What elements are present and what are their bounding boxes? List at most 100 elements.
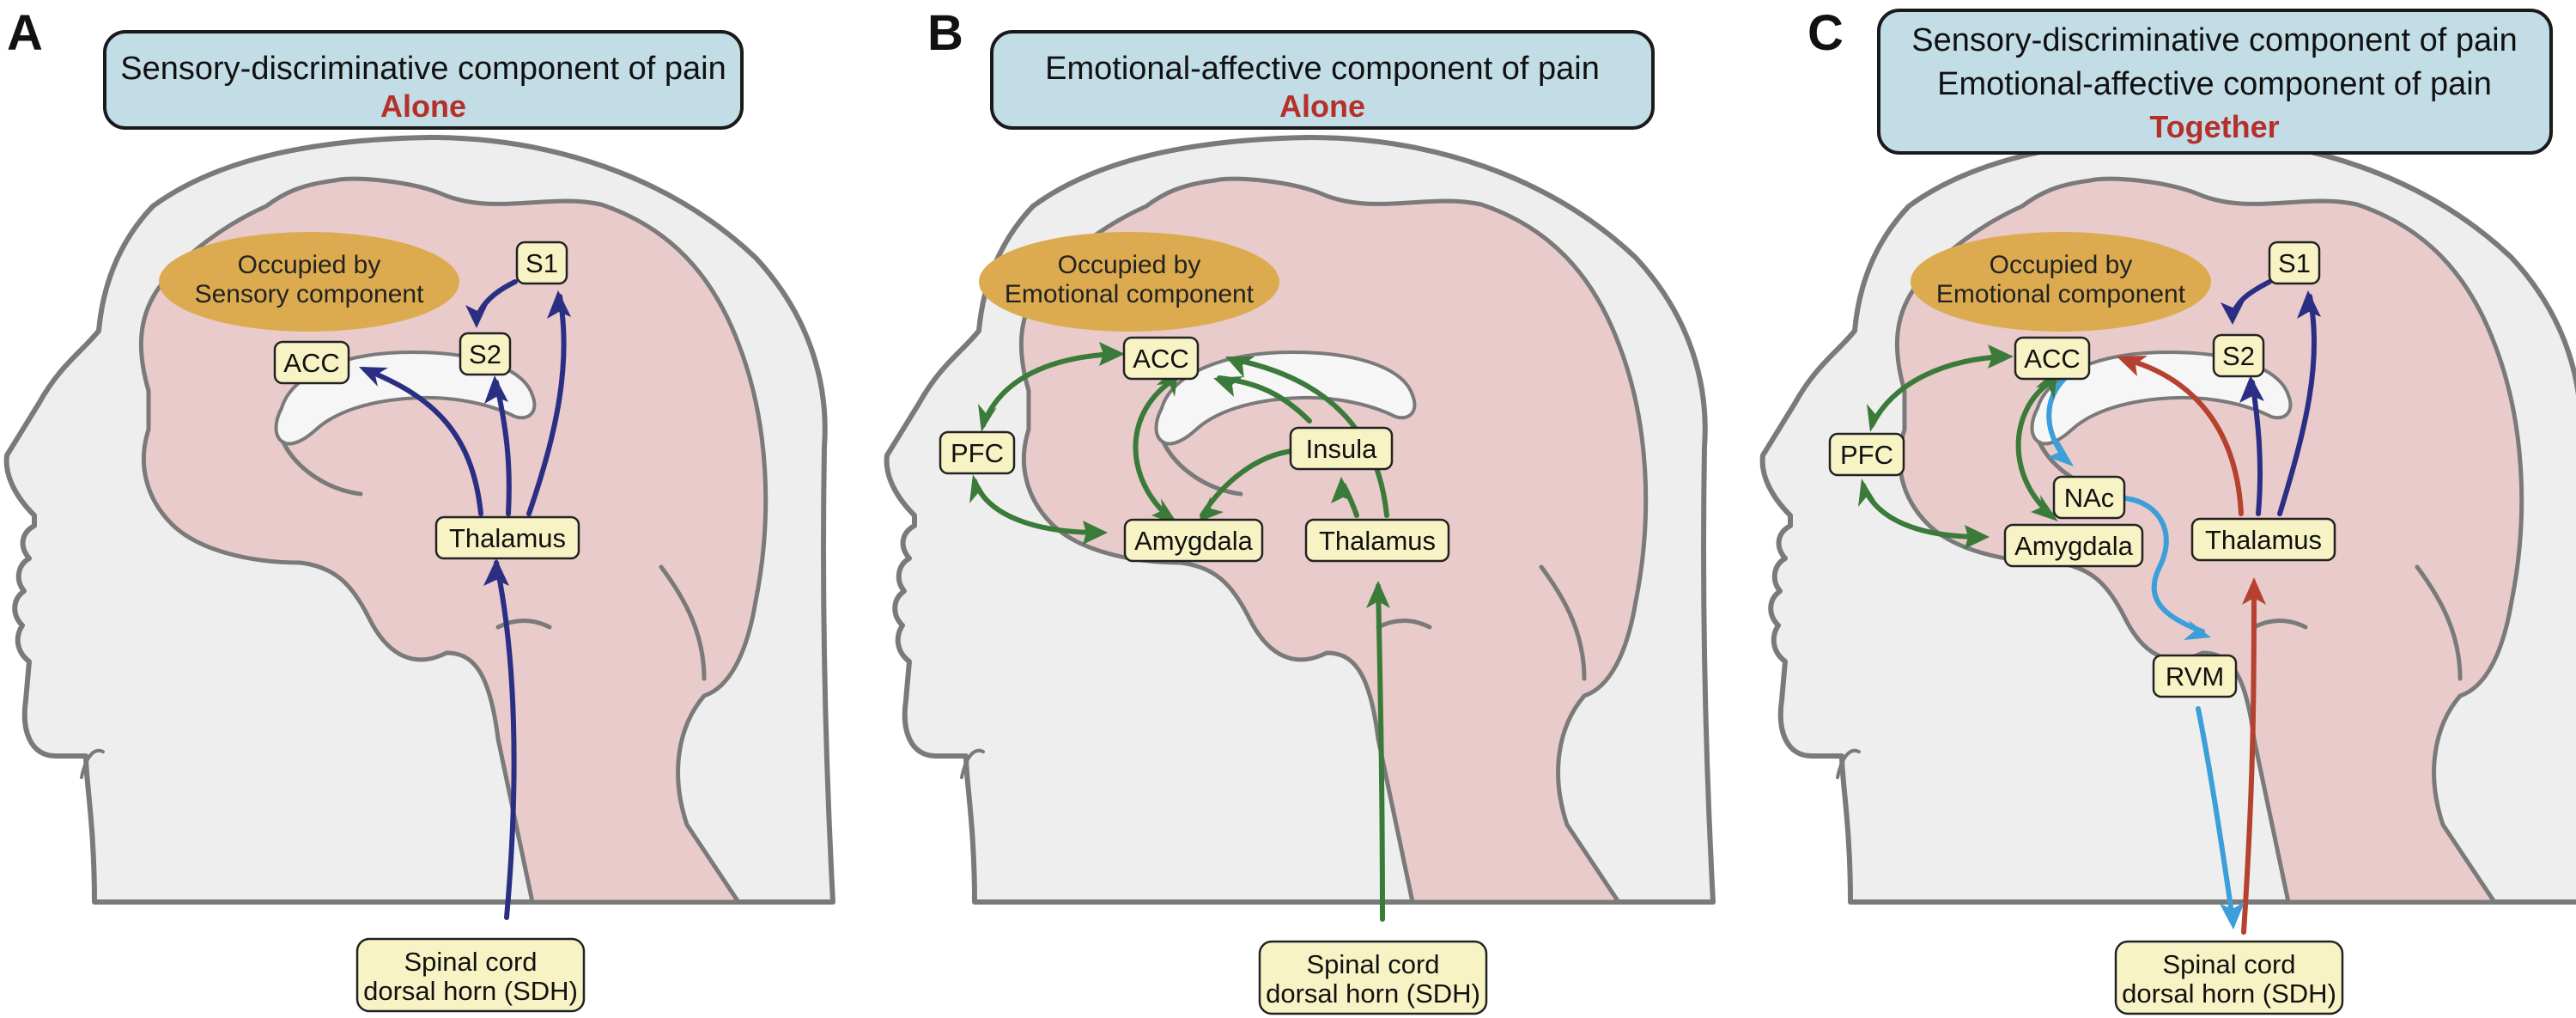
acc-red-arrowhead bbox=[2117, 356, 2148, 376]
amygdala-pfc-arrowhead bbox=[1965, 525, 1990, 549]
thalamus-node-label: Thalamus bbox=[2205, 525, 2322, 555]
sdh-to-thalamus-path bbox=[494, 560, 517, 920]
panel-title-box bbox=[990, 30, 1655, 130]
acc-node-box bbox=[1122, 336, 1200, 381]
nac-node-label: NAc bbox=[2064, 483, 2115, 513]
s2-node-label: S2 bbox=[2222, 341, 2255, 371]
thalamus-arrowhead bbox=[1366, 581, 1390, 608]
panel-title-emphasis: Alone bbox=[380, 88, 466, 124]
s1-node-label: S1 bbox=[2278, 248, 2311, 278]
thalamus-node-box bbox=[1304, 518, 1450, 563]
s2-top-arrowhead bbox=[2221, 301, 2245, 325]
occupied-region bbox=[1911, 232, 2211, 332]
occupied-label-line-1: Occupied by bbox=[238, 251, 381, 279]
s1-arrowhead bbox=[547, 290, 571, 319]
sdh-box bbox=[2114, 940, 2344, 1015]
panel-title-emphasis: Alone bbox=[1279, 88, 1365, 124]
sdh-label-line-1: Spinal cord bbox=[1306, 949, 1439, 979]
sdh-label-line-1: Spinal cord bbox=[2162, 949, 2295, 979]
panel-title-line-1: Sensory-discriminative component of pain bbox=[120, 51, 726, 87]
thalamus-to-s1-path bbox=[526, 294, 567, 516]
panel-title-line-1: Emotional-affective component of pain bbox=[1045, 51, 1600, 87]
occupied-label-line-2: Emotional component bbox=[1936, 280, 2186, 308]
sdh-label-line-2: dorsal horn (SDH) bbox=[1266, 978, 1480, 1009]
amygdala-node-box bbox=[1123, 518, 1264, 563]
thalamus-arrowhead bbox=[483, 558, 509, 586]
sdh-box bbox=[355, 937, 586, 1013]
acc-amygdala-path bbox=[2015, 378, 2055, 518]
thalamus-to-acc-path bbox=[362, 367, 483, 516]
thalamus-node-box bbox=[434, 515, 580, 560]
s1-arrowhead bbox=[2297, 290, 2321, 319]
thalamus-node-label: Thalamus bbox=[1319, 526, 1436, 556]
insula-node-label: Insula bbox=[1306, 434, 1377, 464]
sdh-label-line-2: dorsal horn (SDH) bbox=[363, 976, 578, 1006]
s2-top-arrowhead bbox=[465, 302, 489, 328]
acc-left-arrowhead bbox=[1099, 342, 1125, 366]
panel-letter: C bbox=[1807, 5, 1844, 61]
s2-arrowhead bbox=[2239, 375, 2264, 403]
s1-node-box bbox=[2268, 241, 2321, 285]
panel-letter: A bbox=[7, 5, 43, 61]
nac-blue-arrowhead bbox=[2048, 440, 2074, 466]
occupied-label-line-2: Emotional component bbox=[1005, 280, 1255, 308]
thalamus-red-arrowhead bbox=[2242, 577, 2266, 605]
occupied-label-line-1: Occupied by bbox=[1990, 251, 2133, 279]
occupied-label-line-2: Sensory component bbox=[195, 280, 424, 308]
acc-node-box bbox=[2014, 336, 2091, 381]
acc-arrowhead bbox=[359, 367, 388, 387]
thalamus-to-acc-red-path bbox=[2123, 357, 2244, 516]
thalamus-node-label: Thalamus bbox=[449, 523, 566, 553]
insula-node-box bbox=[1289, 426, 1394, 471]
nac-to-rvm-blue-path bbox=[2123, 496, 2205, 634]
amygdala-node-label: Amygdala bbox=[2014, 531, 2134, 561]
acc-left-arrowhead bbox=[1988, 344, 2014, 369]
panel-title-line-2: Emotional-affective component of pain bbox=[1937, 66, 2492, 102]
pfc-bottom-arrowhead bbox=[1858, 479, 1877, 507]
pfc-top-arrowhead bbox=[1867, 404, 1886, 432]
amygdala-up-arrowhead bbox=[2031, 495, 2058, 521]
panel-title-box bbox=[103, 30, 744, 130]
acc-node-label: ACC bbox=[283, 348, 339, 378]
sdh-blue-arrowhead bbox=[2220, 902, 2245, 930]
amygdala-node-box bbox=[2003, 523, 2144, 568]
amygdala-node-label: Amygdala bbox=[1134, 526, 1254, 556]
acc-right-arrowhead bbox=[1225, 357, 1255, 378]
thalamus-to-s1-path bbox=[2277, 294, 2318, 516]
panel-title-box bbox=[1877, 9, 2553, 155]
rvm-blue-arrowhead bbox=[2184, 620, 2211, 640]
acc-node-label: ACC bbox=[1133, 344, 1188, 374]
s2-node-box bbox=[459, 332, 512, 376]
pfc-node-label: PFC bbox=[1840, 440, 1893, 470]
pfc-bottom-arrowhead bbox=[969, 474, 988, 503]
occupied-region bbox=[979, 232, 1279, 332]
panel-title-line-1: Sensory-discriminative component of pain bbox=[1911, 22, 2517, 58]
pfc-top-arrowhead bbox=[978, 404, 997, 432]
s2-node-label: S2 bbox=[469, 339, 501, 369]
occupied-label-line-1: Occupied by bbox=[1058, 251, 1201, 279]
pfc-node-box bbox=[939, 430, 1016, 475]
acc-insula-arrowhead bbox=[1213, 376, 1243, 397]
sdh-to-thalamus-red-path bbox=[2241, 582, 2257, 935]
panel-b: Emotional-affective component of pain Al… bbox=[887, 5, 1713, 1015]
s2-arrowhead bbox=[484, 375, 508, 404]
sdh-to-thalamus-path bbox=[1376, 583, 1385, 922]
occupied-region bbox=[159, 232, 459, 332]
panel-letter: B bbox=[927, 5, 963, 61]
thalamus-to-acc-path bbox=[1230, 357, 1389, 518]
pfc-node-box bbox=[1828, 432, 1905, 477]
rvm-node-label: RVM bbox=[2166, 661, 2224, 692]
nac-node-box bbox=[2052, 475, 2126, 520]
panel-a: Sensory-discriminative component of pain… bbox=[7, 5, 833, 1013]
s1-node-box bbox=[515, 241, 568, 285]
sdh-label-line-1: Spinal cord bbox=[404, 947, 537, 977]
amygdala-insula-arrowhead bbox=[1198, 497, 1224, 522]
rvm-to-sdh-blue-path bbox=[2196, 706, 2235, 922]
acc-node-label: ACC bbox=[2024, 344, 2080, 374]
panel-title-emphasis: Together bbox=[2149, 109, 2279, 144]
pfc-acc-path bbox=[981, 351, 1119, 428]
amygdala-pfc-arrowhead bbox=[1083, 521, 1108, 545]
s2-node-box bbox=[2212, 333, 2265, 378]
panel-c: Sensory-discriminative component of pain… bbox=[1763, 5, 2576, 1015]
pfc-node-label: PFC bbox=[951, 438, 1004, 468]
